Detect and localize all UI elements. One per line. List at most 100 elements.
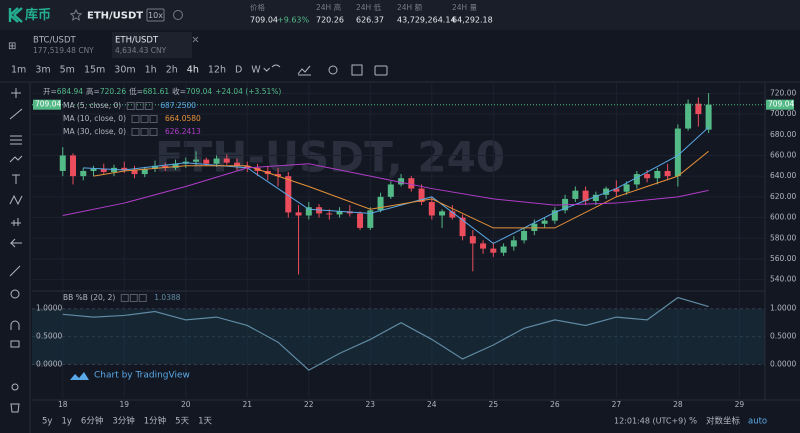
sub-tick-label-left: 0.5000 [36,332,62,341]
candle-body [357,213,364,228]
back-tool[interactable] [9,238,22,248]
candle-body [408,178,415,189]
camera-icon[interactable] [374,65,388,76]
grid [32,83,765,398]
x-tick-label: 27 [612,400,622,409]
bb-line [62,296,709,371]
range-button[interactable]: 1y [61,417,71,427]
legend-button[interactable] [131,128,140,136]
candle-body [100,168,107,173]
dropdown-caret[interactable] [263,67,271,72]
interval[interactable]: 15m [84,65,105,76]
legend-button[interactable] [149,128,158,136]
legend-button[interactable] [135,102,144,110]
settings-icon[interactable] [328,65,338,75]
lock-tool[interactable] [10,340,20,348]
candle-body [592,194,599,201]
candle-body [162,165,169,168]
candle-body [193,159,200,162]
candle-body [572,190,579,199]
auto-toggle[interactable]: auto [748,417,767,427]
price-pane [32,93,765,275]
interval[interactable]: D [235,65,242,76]
candle-body [305,207,312,216]
log-toggle[interactable]: 对数坐标 [706,416,741,427]
candle-body [285,176,292,213]
fullscreen-icon[interactable] [351,64,363,76]
range-button[interactable]: 5y [42,417,52,427]
interval[interactable]: 1h [145,65,157,76]
legend-button[interactable] [129,294,138,302]
interval[interactable]: 30m [114,65,135,76]
legend-button[interactable] [149,115,158,123]
candle-body [367,210,374,228]
legend-button[interactable] [144,102,153,110]
legend-button[interactable] [131,115,140,123]
delete-tool[interactable] [10,403,20,413]
legend-button[interactable] [140,128,149,136]
candle-body [521,231,528,241]
interval[interactable]: 5m [60,65,75,76]
range-button[interactable]: 6分钟 [81,416,103,427]
tab-close[interactable] [192,36,199,43]
candle-body [111,167,118,173]
trend-tool[interactable] [9,108,23,120]
legend-button[interactable] [126,102,135,110]
undo-icon[interactable] [271,64,281,68]
candle-body [654,170,661,179]
zoom-tool[interactable] [10,289,20,299]
x-tick-label: 18 [58,400,68,409]
pair-title[interactable]: ETH/USDT [87,11,143,22]
grid-icon[interactable]: ⊞ [8,41,16,52]
percent-toggle[interactable]: % [689,417,697,427]
legend-button[interactable] [138,294,147,302]
ohlc-value: 709.04 [186,87,212,96]
stats: 价格 709.04 +9.63% 24H 高 720.26 24H 低 626.37 24H … [250,2,493,25]
range-button[interactable]: 5天 [175,417,189,427]
range-button[interactable]: 1天 [198,417,212,427]
gann-tool[interactable] [11,218,21,226]
candle-body [623,184,630,192]
indicator-icon[interactable] [297,65,311,76]
interval[interactable]: 3m [35,65,50,76]
y-tick-label: 620.00 [770,192,796,201]
credit[interactable]: Chart by TradingView [94,371,190,381]
candle-body [141,168,148,175]
ohlc-legend: 开=684.94 高=720.26 低=681.61 收=709.04 +24.04 (… [43,86,281,96]
range-button[interactable]: 1分钟 [144,416,166,427]
ma-legend-value: 626.2413 [165,127,201,136]
ohlc-label: 收= [172,86,186,96]
projection-tool[interactable] [9,194,23,206]
y-tick-label: 700.00 [770,109,796,118]
legend-button[interactable] [120,294,129,302]
candle-body [70,155,77,177]
fib-tool[interactable] [10,135,22,145]
text-tool[interactable] [12,174,20,184]
magnet-tool[interactable] [10,320,20,330]
interval[interactable]: 4h [187,65,199,76]
ohlc-value: 720.26 [100,87,126,96]
ruler-tool[interactable] [9,265,21,277]
range-button[interactable]: 3分钟 [112,416,134,427]
ma-legend-name: MA (10, close, 0) [63,114,126,123]
tab[interactable] [112,32,192,58]
stat-value: 43,729,264.14 [397,16,456,25]
axes: 540.00 560.00 580.00 600.00 620.00 640.00 660.… [33,88,796,409]
eye-tool[interactable] [11,383,19,391]
interval[interactable]: 2h [166,65,178,76]
info-icon[interactable] [173,10,183,20]
interval[interactable]: W [251,65,261,76]
pattern-tool[interactable] [9,155,23,163]
tab[interactable] [30,32,110,58]
interval[interactable]: 12h [208,65,226,76]
candle-body [531,223,538,232]
crosshair-tool[interactable] [11,88,21,98]
bottom-bar: 5y 1y 6分钟 3分钟 1分钟 5天 1天 12:01:48 (UTC+9)% 对数坐标 au… [42,416,767,427]
favorite-icon[interactable] [69,8,83,21]
legend-button[interactable] [140,115,149,123]
interval[interactable]: 1m [11,65,26,76]
tab-pair: BTC/USDT [33,36,76,46]
